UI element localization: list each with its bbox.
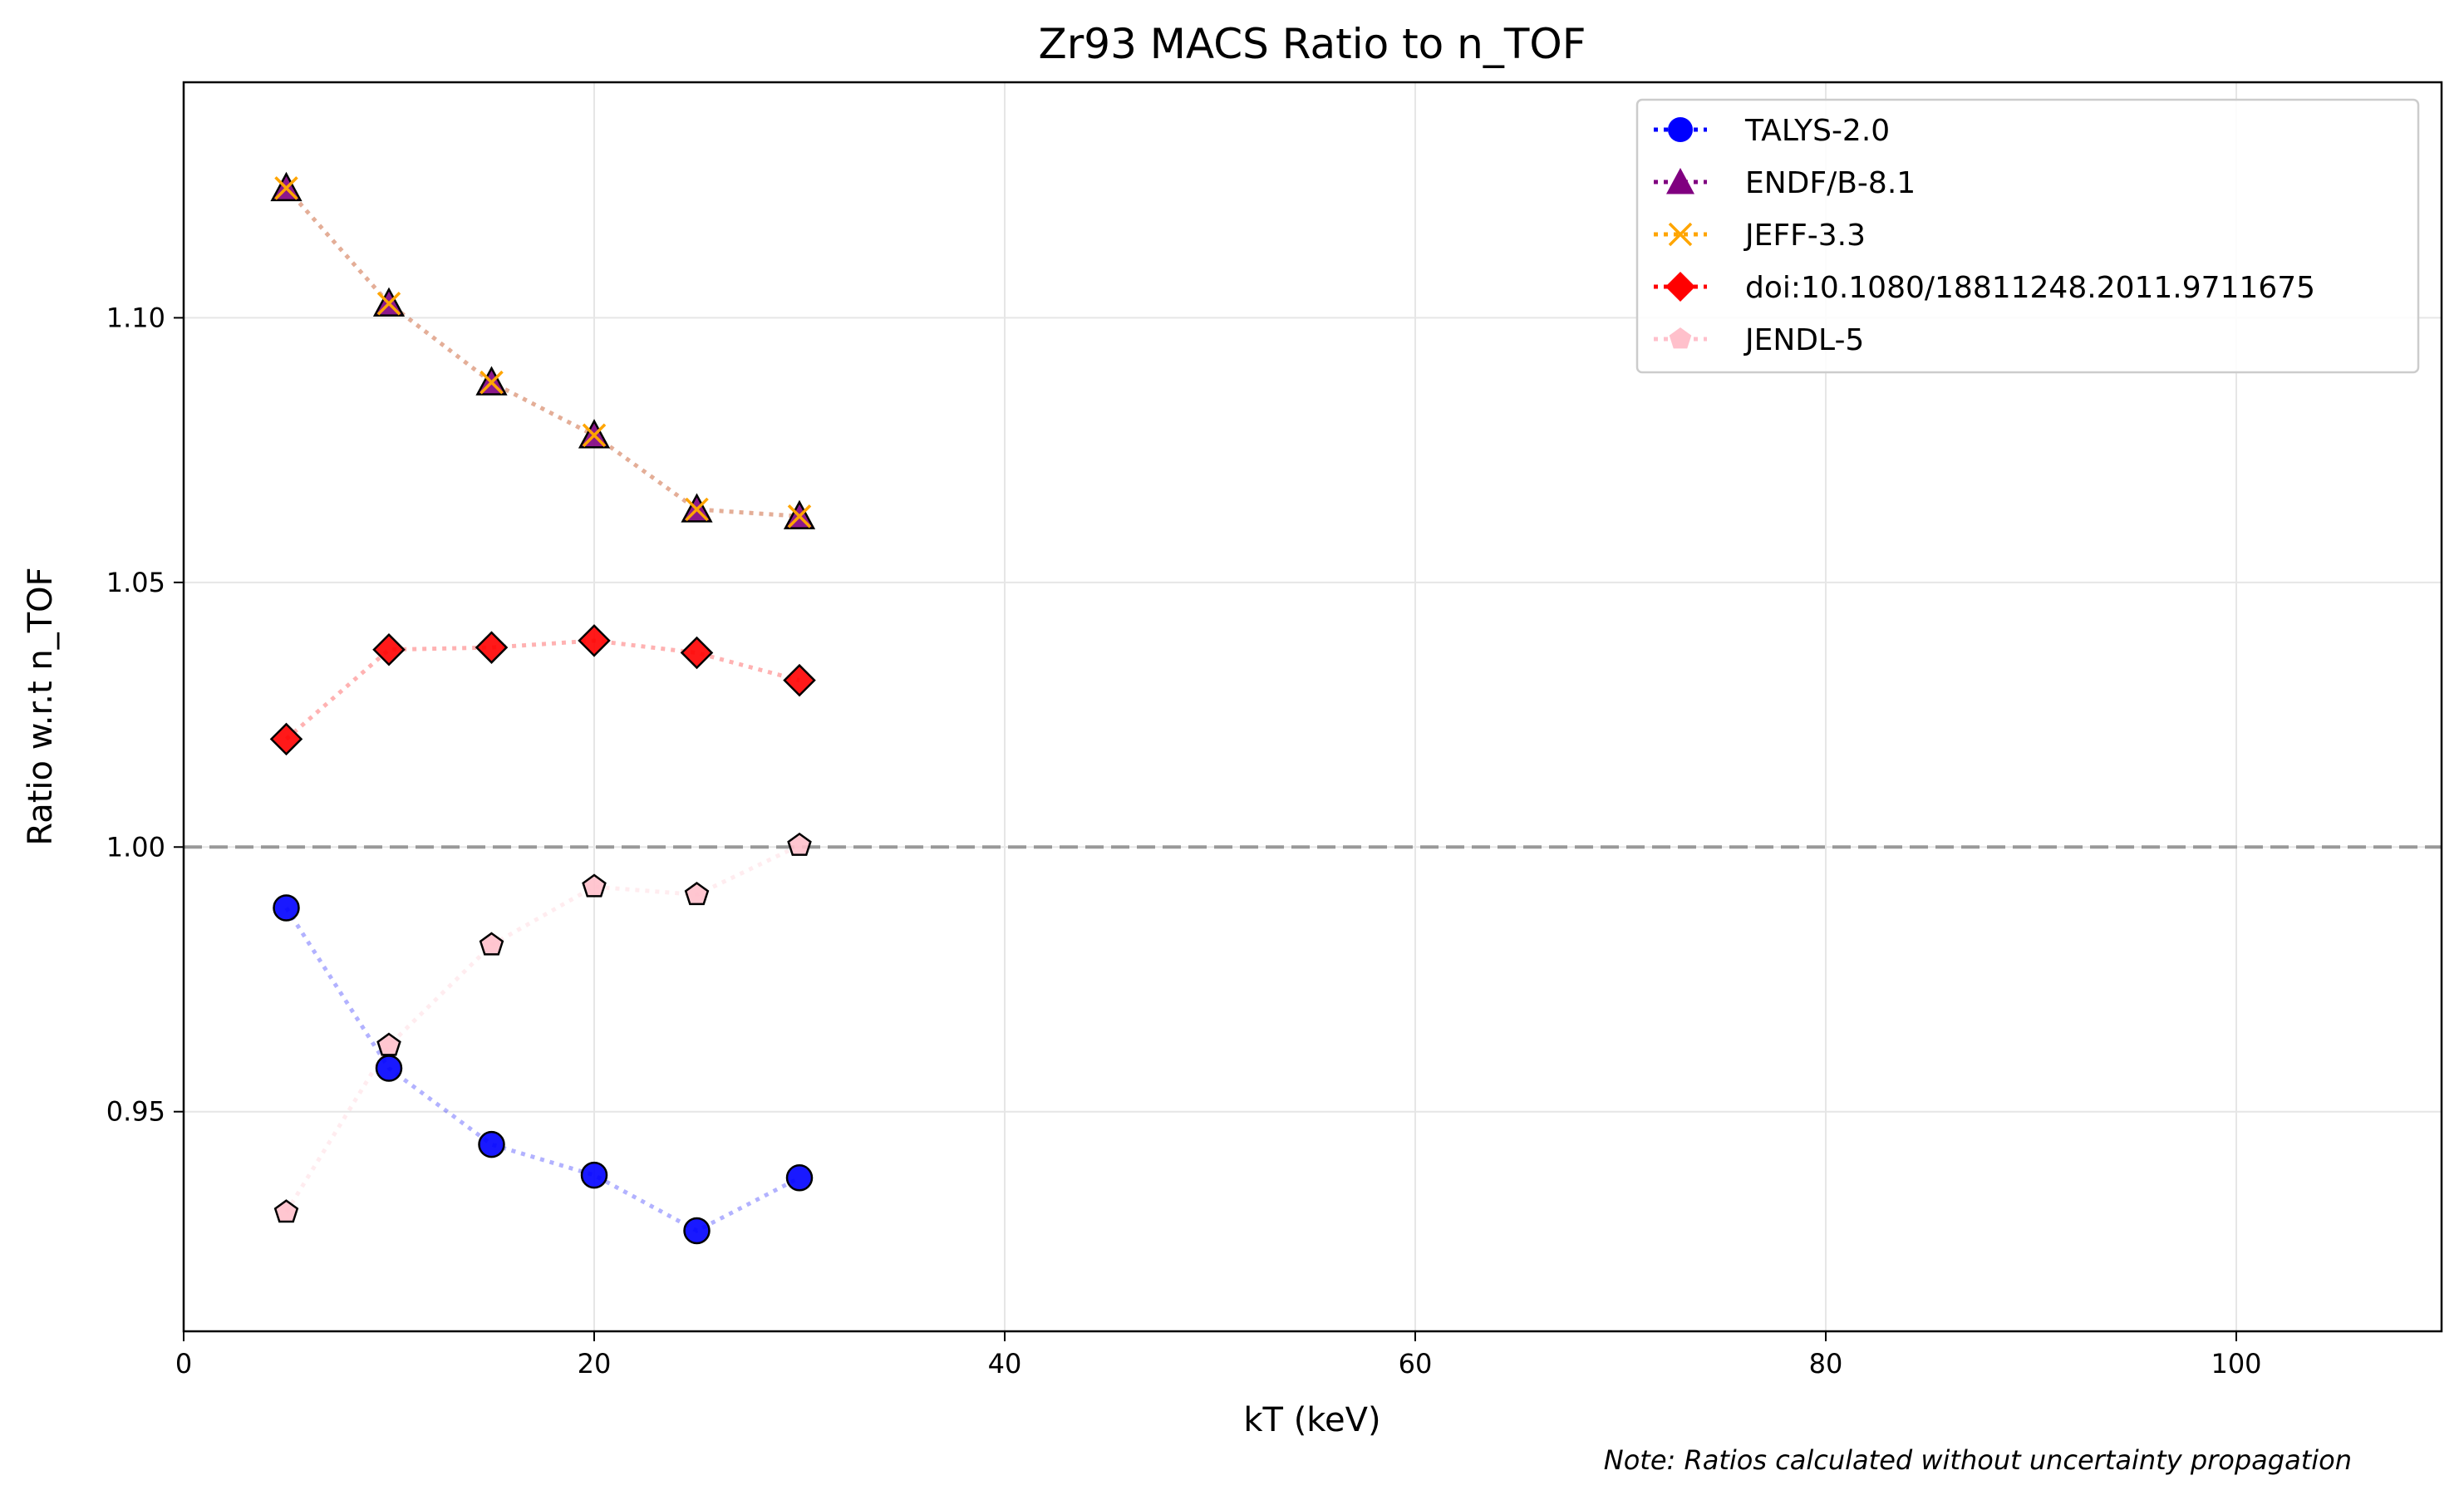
footnote: Note: Ratios calculated without uncertai… (1604, 1444, 2352, 1476)
data-point (683, 1217, 711, 1245)
legend-marker (1665, 272, 1695, 302)
legend-marker (1668, 117, 1693, 142)
data-point (787, 832, 812, 856)
legend-box (1635, 98, 2420, 374)
data-point (479, 932, 504, 956)
data-point (680, 636, 714, 670)
chart-title: Zr93 MACS Ratio to n_TOF (1038, 20, 1586, 68)
data-point (578, 624, 611, 657)
series-line-1 (284, 186, 800, 519)
data-point (376, 291, 401, 316)
legend-label: TALYS-2.0 (1744, 114, 1890, 148)
legend-label: JEFF-3.3 (1743, 219, 1866, 253)
legend: TALYS-2.0 ENDF/B-8.1 JEFF-3.3 doi:10.1080/1… (1635, 98, 2420, 374)
data-point (375, 1055, 403, 1082)
series-line-3 (284, 638, 800, 741)
data-point (787, 504, 812, 529)
data-point (376, 1032, 401, 1056)
y-axis-label: Ratio w.r.t n_TOF (22, 567, 60, 845)
axis-ticks: 0 20 40 60 80 100 0.95 1.00 1.05 1.10 (106, 302, 2262, 1380)
data-point (273, 1199, 299, 1223)
data-point (684, 882, 710, 906)
data-point (269, 722, 303, 756)
data-point (475, 631, 509, 664)
series-markers-4 (273, 832, 812, 1223)
x-tick-label: 60 (1399, 1348, 1433, 1380)
data-point (582, 873, 607, 898)
legend-marker (1666, 168, 1694, 194)
y-tick-label: 0.95 (106, 1096, 165, 1128)
data-point (274, 176, 298, 200)
legend-marker (1669, 327, 1692, 349)
data-point (273, 894, 300, 922)
legend-label: JENDL-5 (1743, 323, 1864, 357)
plot-frame (182, 81, 2443, 1333)
series-markers-3 (269, 624, 816, 756)
series-line-0 (284, 907, 801, 1233)
x-tick-label: 40 (988, 1348, 1022, 1380)
data-point (785, 1164, 814, 1192)
series-markers-2 (274, 176, 812, 529)
x-tick-label: 20 (578, 1348, 612, 1380)
legend-marker (1668, 222, 1693, 247)
y-tick-label: 1.05 (106, 567, 165, 598)
data-point (580, 1161, 608, 1189)
data-point (582, 423, 607, 448)
x-tick-label: 100 (2211, 1348, 2261, 1380)
y-tick-label: 1.10 (106, 302, 165, 333)
series-line-2 (284, 186, 800, 519)
data-series (269, 171, 816, 1245)
y-tick-label: 1.00 (106, 831, 165, 863)
legend-label: doi:10.1080/18811248.2011.9711675 (1745, 271, 2315, 305)
data-point (478, 1130, 505, 1158)
legend-label: ENDF/B-8.1 (1745, 166, 1916, 200)
data-point (783, 663, 816, 697)
data-point (372, 632, 406, 666)
series-line-4 (284, 843, 801, 1214)
x-tick-label: 80 (1809, 1348, 1843, 1380)
x-tick-label: 0 (175, 1348, 192, 1380)
data-point (480, 370, 504, 395)
x-axis-label: kT (keV) (1243, 1401, 1380, 1439)
data-point (685, 497, 709, 522)
series-markers-0 (273, 894, 814, 1245)
